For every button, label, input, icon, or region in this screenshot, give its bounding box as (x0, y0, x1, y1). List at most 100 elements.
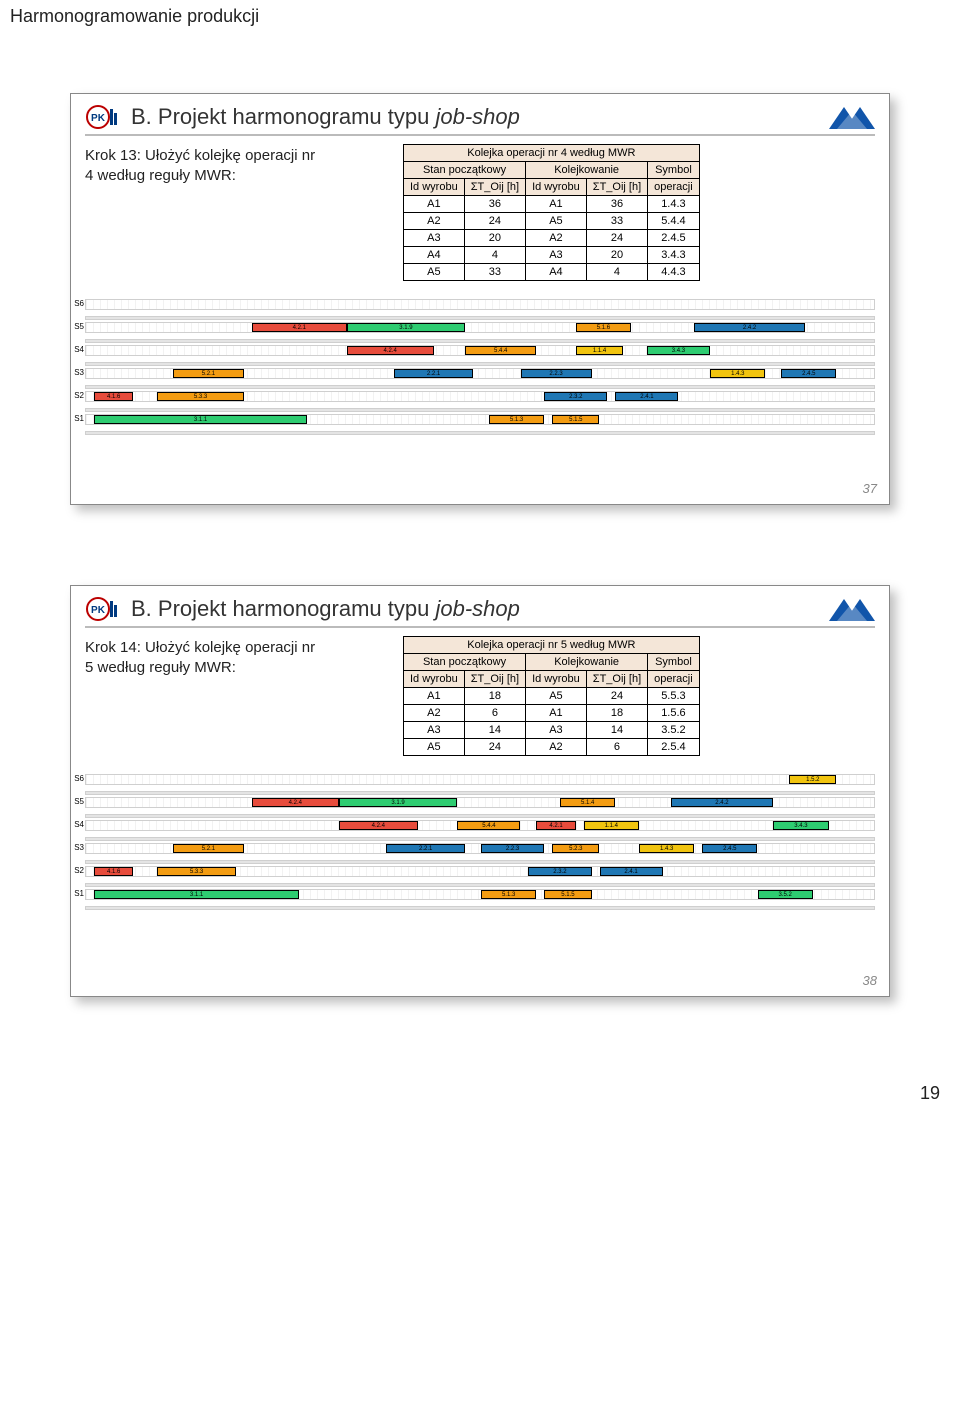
table-cell: A5 (404, 264, 465, 281)
table-cell: A1 (404, 196, 465, 213)
gantt-sep (85, 362, 875, 366)
table-row: A320A2242.4.5 (404, 230, 700, 247)
gantt-row-label: S5 (70, 797, 84, 806)
table-cell: A5 (526, 688, 587, 705)
gantt-bar: 2.4.2 (694, 323, 805, 332)
gantt-row-label: S1 (70, 889, 84, 898)
slide-title: B. Projekt harmonogramu typu job-shop (131, 596, 819, 622)
gantt-chart: S61.5.2 S54.2.43.1.95.1.42.4.2 S44.2.45.… (85, 774, 875, 910)
slide: PK B. Projekt harmonogramu typu job-shop… (70, 93, 890, 505)
table-cell: 4 (586, 264, 647, 281)
gantt-bar: 4.2.4 (252, 798, 339, 807)
table-cell: 4.4.3 (648, 264, 700, 281)
table-cell: 20 (586, 247, 647, 264)
table-cell: A1 (404, 688, 465, 705)
gantt-bar: 2.3.2 (528, 867, 591, 876)
gantt-bar: 2.2.3 (521, 369, 592, 378)
gantt-row: S61.5.2 (85, 774, 875, 785)
gantt-row-label: S3 (70, 843, 84, 852)
gantt-sep (85, 860, 875, 864)
table-cell: 14 (464, 722, 525, 739)
gantt-row-label: S5 (70, 322, 84, 331)
slide-title-prefix: B. Projekt harmonogramu typu (131, 596, 435, 621)
gantt-bar: 4.2.1 (536, 821, 576, 830)
slide: PK B. Projekt harmonogramu typu job-shop… (70, 585, 890, 997)
gantt-bar: 2.4.1 (600, 867, 663, 876)
gantt-bar: 2.2.1 (386, 844, 465, 853)
table-cell: A3 (404, 230, 465, 247)
logo-right-icon (829, 105, 875, 129)
svg-text:PK: PK (91, 605, 106, 616)
table-cell: 36 (586, 196, 647, 213)
gantt-bar: 5.2.1 (173, 369, 244, 378)
queue-table: Kolejka operacji nr 4 według MWR Stan po… (403, 144, 700, 281)
table-row: A44A3203.4.3 (404, 247, 700, 264)
gantt-row-label: S1 (70, 414, 84, 423)
queue-col-op: operacji (648, 179, 700, 196)
gantt-row-label: S4 (70, 345, 84, 354)
table-cell: 20 (464, 230, 525, 247)
gantt-sep (85, 883, 875, 887)
gantt-sep (85, 431, 875, 435)
gantt-row: S54.2.43.1.95.1.42.4.2 (85, 797, 875, 808)
gantt-bar: 5.3.3 (157, 867, 236, 876)
table-cell: A5 (404, 739, 465, 756)
gantt-row-label: S4 (70, 820, 84, 829)
gantt-bar: 5.2.1 (173, 844, 244, 853)
page-header: Harmonogramowanie produkcji (0, 0, 960, 33)
table-cell: 6 (464, 705, 525, 722)
table-cell: 24 (586, 688, 647, 705)
step-line1: Krok 14: Ułożyć kolejkę operacji nr (85, 638, 385, 658)
page-footer: 19 (0, 1077, 960, 1116)
gantt-bar: 2.3.2 (544, 392, 607, 401)
queue-col-id1: Id wyrobu (404, 179, 465, 196)
gantt-row: S13.1.15.1.35.1.53.5.2 (85, 889, 875, 900)
gantt-row-label: S6 (70, 299, 84, 308)
table-row: A524A262.5.4 (404, 739, 700, 756)
queue-head-sorted: Kolejkowanie (526, 654, 648, 671)
table-cell: 18 (586, 705, 647, 722)
gantt-bar: 2.4.2 (671, 798, 774, 807)
gantt-sep (85, 385, 875, 389)
queue-col-id1: Id wyrobu (404, 671, 465, 688)
queue-col-sum1: ΣT_Oij [h] (464, 179, 525, 196)
gantt-bar: 5.1.5 (544, 890, 591, 899)
table-cell: A1 (526, 196, 587, 213)
gantt-bar: 4.2.4 (347, 346, 434, 355)
slide-body: Krok 13: Ułożyć kolejkę operacji nr 4 we… (85, 144, 875, 281)
queue-title: Kolejka operacji nr 4 według MWR (404, 145, 700, 162)
table-cell: 6 (586, 739, 647, 756)
gantt-row: S35.2.12.2.12.2.35.2.31.4.32.4.5 (85, 843, 875, 854)
slide-title-row: PK B. Projekt harmonogramu typu job-shop (85, 104, 875, 136)
table-cell: 14 (586, 722, 647, 739)
gantt-bar: 5.3.3 (157, 392, 244, 401)
gantt-bar: 5.2.3 (552, 844, 599, 853)
table-cell: A1 (526, 705, 587, 722)
table-row: A224A5335.4.4 (404, 213, 700, 230)
gantt-row: S24.1.65.3.32.3.22.4.1 (85, 391, 875, 402)
slide-number: 38 (863, 973, 877, 988)
gantt-row: S35.2.12.2.12.2.31.4.32.4.5 (85, 368, 875, 379)
slide-title-row: PK B. Projekt harmonogramu typu job-shop (85, 596, 875, 628)
gantt-bar: 3.4.3 (773, 821, 828, 830)
gantt-bar: 1.1.4 (576, 346, 623, 355)
table-row: A314A3143.5.2 (404, 722, 700, 739)
table-cell: 5.4.4 (648, 213, 700, 230)
queue-col-id2: Id wyrobu (526, 671, 587, 688)
gantt-row: S24.1.65.3.32.3.22.4.1 (85, 866, 875, 877)
slide-number: 37 (863, 481, 877, 496)
gantt-sep (85, 316, 875, 320)
slide-title-italic: job-shop (435, 596, 519, 621)
gantt-bar: 3.1.9 (339, 798, 458, 807)
queue-col-sum2: ΣT_Oij [h] (586, 179, 647, 196)
gantt-row: S13.1.15.1.35.1.5 (85, 414, 875, 425)
gantt-bar: 5.1.4 (560, 798, 615, 807)
table-cell: 4 (464, 247, 525, 264)
table-cell: A2 (404, 705, 465, 722)
gantt-row: S44.2.45.4.41.1.43.4.3 (85, 345, 875, 356)
slide-title-italic: job-shop (435, 104, 519, 129)
table-cell: 3.5.2 (648, 722, 700, 739)
gantt-bar: 4.2.1 (252, 323, 347, 332)
gantt-bar: 2.2.1 (394, 369, 473, 378)
gantt-bar: 3.1.1 (94, 890, 299, 899)
